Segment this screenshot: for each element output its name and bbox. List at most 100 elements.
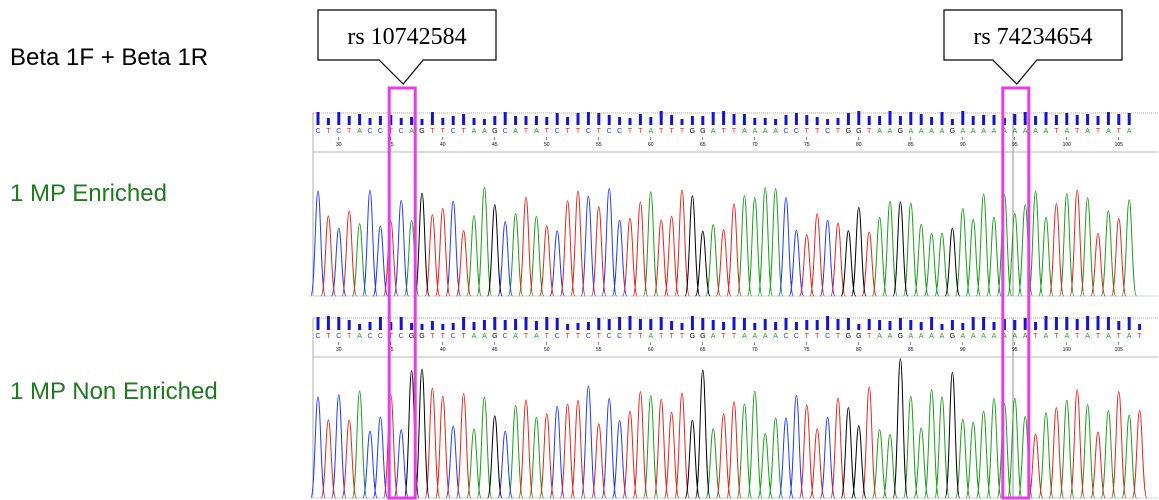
- base-call: T: [326, 333, 331, 340]
- base-call: C: [825, 128, 830, 135]
- quality-bar: [805, 115, 809, 125]
- trace-C: [310, 385, 836, 499]
- quality-bar: [472, 118, 476, 125]
- snp-highlight-box: [1001, 86, 1031, 500]
- quality-bar: [1065, 113, 1069, 125]
- base-call: A: [742, 128, 747, 135]
- base-call: T: [347, 128, 352, 135]
- quality-bar: [763, 118, 767, 125]
- base-call: A: [992, 128, 997, 135]
- quality-bar: [1002, 118, 1006, 125]
- base-call: T: [524, 128, 529, 135]
- quality-bar: [566, 324, 570, 330]
- quality-bar: [618, 117, 622, 125]
- position-tick-label: 55: [596, 142, 602, 148]
- position-tick-label: 95: [1012, 347, 1018, 353]
- base-call: G: [856, 333, 861, 340]
- base-call: T: [1117, 333, 1122, 340]
- base-call: A: [482, 128, 487, 135]
- quality-bar: [826, 119, 830, 125]
- quality-bar: [794, 113, 798, 125]
- base-call: A: [1064, 128, 1069, 135]
- quality-bar: [638, 319, 642, 330]
- quality-bar: [576, 113, 580, 125]
- quality-bar: [649, 319, 653, 330]
- base-call: T: [680, 128, 685, 135]
- quality-bar: [1127, 113, 1131, 125]
- position-tick-label: 65: [700, 142, 706, 148]
- base-call: T: [441, 333, 446, 340]
- base-call: C: [555, 333, 560, 340]
- position-tick-label: 80: [856, 347, 862, 353]
- base-call: G: [950, 333, 955, 340]
- base-call: T: [659, 128, 664, 135]
- base-call: T: [565, 128, 570, 135]
- quality-bar: [909, 320, 913, 330]
- quality-bar: [358, 324, 362, 330]
- trace-C: [310, 187, 836, 297]
- position-tick-label: 95: [1012, 142, 1018, 148]
- quality-bar: [358, 114, 362, 125]
- trace-T: [320, 189, 1127, 297]
- base-call: G: [419, 333, 424, 340]
- base-call: A: [513, 128, 518, 135]
- quality-bar: [680, 119, 684, 125]
- quality-bar: [722, 322, 726, 330]
- quality-bar: [888, 321, 892, 330]
- base-call: G: [492, 333, 497, 340]
- quality-bar: [867, 116, 871, 125]
- base-call: A: [1023, 333, 1028, 340]
- base-call: C: [378, 128, 383, 135]
- position-tick-label: 90: [960, 347, 966, 353]
- quality-bar: [961, 323, 965, 330]
- position-tick-label: 65: [700, 347, 706, 353]
- quality-bar: [607, 115, 611, 125]
- base-call: A: [908, 128, 913, 135]
- quality-bar: [690, 316, 694, 330]
- position-tick-label: 100: [1063, 142, 1072, 148]
- quality-bar: [753, 323, 757, 330]
- quality-bar: [961, 111, 965, 125]
- quality-bar: [576, 323, 580, 330]
- base-call: T: [1075, 333, 1080, 340]
- trace-T: [320, 386, 1148, 499]
- position-tick-label: 80: [856, 142, 862, 148]
- quality-bar: [618, 317, 622, 330]
- quality-bar: [1054, 317, 1058, 330]
- quality-bar: [378, 317, 382, 330]
- position-tick-label: 30: [336, 347, 342, 353]
- base-call: T: [565, 333, 570, 340]
- position-tick-label: 50: [544, 142, 550, 148]
- quality-bar: [493, 116, 497, 125]
- position-tick-label: 35: [388, 142, 394, 148]
- quality-bar: [555, 318, 559, 330]
- base-call: A: [648, 128, 653, 135]
- quality-bar: [742, 318, 746, 330]
- base-call: C: [367, 333, 372, 340]
- position-tick-label: 30: [336, 142, 342, 148]
- quality-bar: [503, 320, 507, 330]
- quality-bar: [857, 111, 861, 125]
- quality-bar: [815, 117, 819, 125]
- quality-bar: [628, 118, 632, 125]
- quality-bar: [992, 115, 996, 125]
- base-call: A: [482, 333, 487, 340]
- base-call: T: [732, 333, 737, 340]
- base-call: T: [430, 128, 435, 135]
- base-call: T: [638, 128, 643, 135]
- base-call: T: [389, 128, 394, 135]
- quality-bar: [472, 322, 476, 330]
- quality-bar: [1117, 321, 1121, 330]
- base-call: A: [1085, 128, 1090, 135]
- quality-bar: [742, 114, 746, 125]
- quality-bar: [378, 116, 382, 125]
- base-call: A: [1033, 128, 1038, 135]
- quality-bar: [670, 115, 674, 125]
- base-call: G: [409, 333, 414, 340]
- quality-bar: [462, 317, 466, 330]
- snp-id-label: rs 10742584: [347, 24, 466, 50]
- quality-bar: [566, 117, 570, 125]
- quality-bar: [711, 320, 715, 330]
- base-call: A: [763, 128, 768, 135]
